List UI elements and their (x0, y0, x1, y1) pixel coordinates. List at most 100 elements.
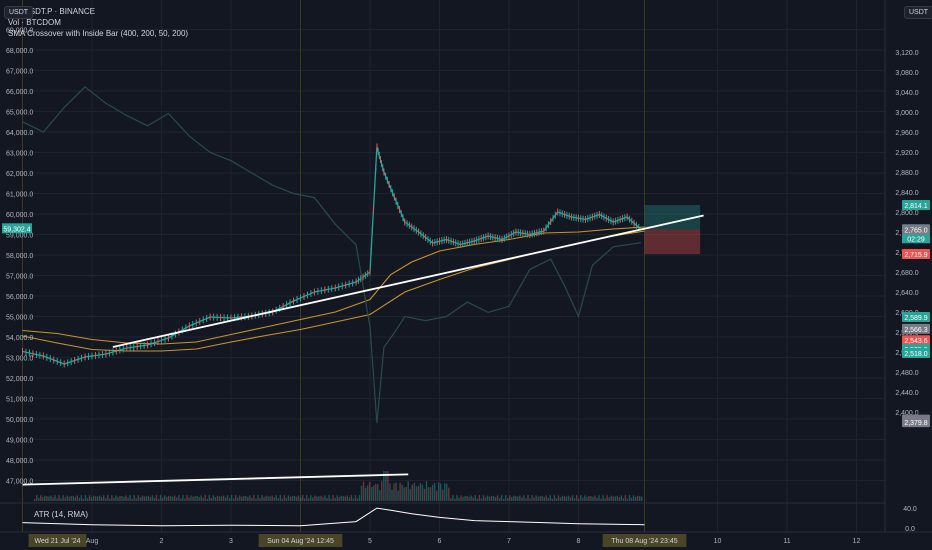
time-tick: 2 (160, 538, 164, 545)
left-axis-tick: 63,000.0 (6, 151, 33, 158)
volume-bar (326, 498, 328, 501)
volume-bar (178, 495, 180, 501)
atr-label: ATR (14, RMA) (34, 510, 89, 519)
volume-bar (330, 498, 332, 501)
take-profit-zone (644, 204, 701, 230)
volume-bar (151, 495, 154, 501)
volume-bar (588, 495, 590, 501)
right-axis-tick: 2,920.0 (895, 150, 918, 157)
volume-bar (348, 497, 351, 501)
volume-bar (356, 498, 359, 501)
volume-bar (56, 498, 58, 501)
volume-bar (553, 495, 556, 501)
volume-bar (220, 496, 223, 501)
time-highlight-bg (28, 534, 87, 547)
volume-bar (407, 481, 409, 501)
left-axis-tick: 60,000.0 (6, 212, 33, 219)
volume-bar (261, 495, 263, 501)
volume-bar (624, 495, 627, 501)
volume-bar (450, 498, 452, 501)
volume-bar (411, 484, 413, 501)
volume-bar (385, 471, 387, 501)
left-axis-tick: 54,000.0 (6, 335, 33, 342)
price-tag: 2,715.9 (904, 252, 927, 259)
volume-bar (48, 496, 50, 501)
time-highlight-label: Sun 04 Aug '24 12:45 (267, 538, 334, 545)
volume-bar (610, 495, 612, 501)
volume-bar (364, 487, 367, 501)
volume-bar (464, 495, 466, 501)
volume-bar (161, 497, 164, 501)
volume-bar (153, 498, 156, 501)
right-axis-tick: 2,640.0 (895, 290, 918, 297)
volume-bar (523, 495, 525, 501)
volume-bar (259, 498, 261, 501)
volume-bar (403, 487, 405, 501)
volume-bar (419, 482, 422, 501)
volume-bar (506, 497, 509, 501)
symbol-line: BTCUSDT.P · BINANCE (8, 7, 95, 16)
volume-bar (76, 495, 79, 501)
left-price-badge: 59,302.4 (3, 226, 30, 233)
volume-bar (551, 498, 554, 501)
volume-bar (303, 498, 306, 501)
volume-bar (40, 495, 42, 501)
volume-bar (389, 483, 391, 501)
volume-bar (308, 498, 310, 501)
volume-bar (563, 496, 566, 501)
volume-bar (437, 482, 440, 501)
volume-bar (163, 495, 166, 501)
volume-bar (513, 495, 515, 501)
volume-bar (533, 497, 535, 501)
volume-bar (60, 498, 62, 501)
volume-bar (474, 495, 476, 501)
time-highlight-label: Thu 08 Aug '24 23:45 (611, 538, 677, 545)
volume-bar (594, 495, 596, 501)
volume-bar (576, 495, 578, 501)
volume-bar (149, 497, 152, 501)
volume-bar (299, 497, 302, 501)
volume-bar (484, 497, 487, 501)
left-axis-tick: 64,000.0 (6, 130, 33, 137)
volume-bar (88, 495, 91, 501)
volume-bar (287, 495, 290, 501)
volume-bar (446, 483, 448, 501)
volume-bar (618, 497, 621, 501)
volume-bar (306, 495, 308, 501)
volume-bar (547, 497, 549, 501)
volume-bar (230, 495, 233, 501)
volume-bar (172, 496, 174, 501)
left-currency-button[interactable]: USDT (4, 6, 34, 19)
volume-bar (194, 496, 196, 501)
price-tag-bg (902, 199, 930, 210)
volume-bar (409, 488, 411, 501)
volume-bar (366, 485, 369, 501)
volume-bar (559, 497, 562, 501)
volume-bar (586, 496, 588, 501)
volume-bar (115, 495, 117, 501)
volume-bar (155, 495, 158, 501)
right-currency-button[interactable]: USDT (904, 6, 932, 19)
volume-bar (269, 496, 271, 501)
volume-bar (147, 495, 150, 501)
volume-bar (143, 496, 146, 501)
volume-bar (52, 497, 54, 501)
volume-bar (301, 495, 304, 501)
volume-bar (373, 485, 375, 501)
right-axis-tick: 2,440.0 (895, 390, 918, 397)
volume-bar (620, 495, 623, 501)
volume-bar (241, 496, 243, 501)
volume-bar (80, 495, 83, 501)
volume-bar (427, 487, 430, 501)
left-axis-tick: 51,000.0 (6, 397, 33, 404)
volume-bar (247, 496, 249, 501)
volume-bar (202, 497, 204, 501)
volume-bar (555, 498, 558, 501)
left-axis-tick: 57,000.0 (6, 274, 33, 281)
volume-bar (444, 483, 446, 501)
volume-bar (466, 496, 468, 501)
volume-bar (251, 497, 253, 501)
volume-bar (257, 495, 259, 501)
volume-bar (234, 495, 237, 501)
